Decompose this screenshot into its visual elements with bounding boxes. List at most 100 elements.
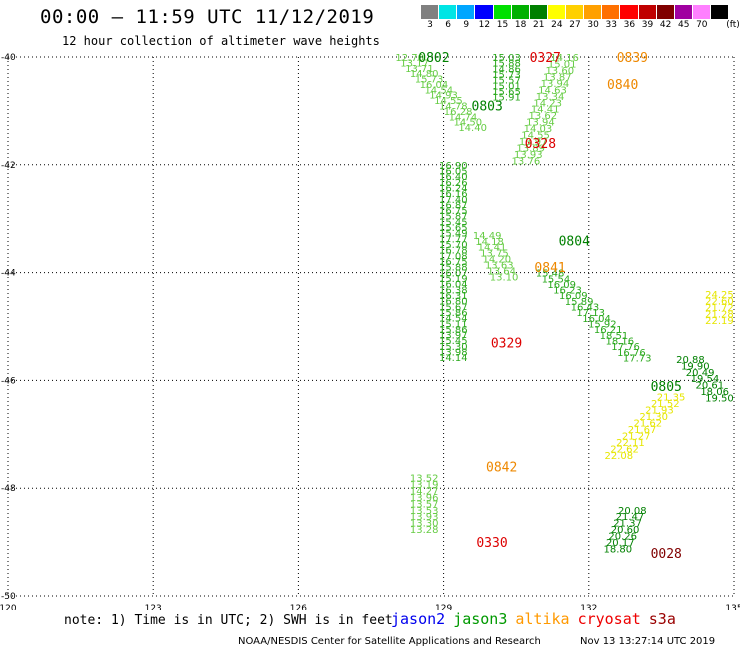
- pass-time-label: 0839: [617, 51, 648, 66]
- wave-height-value: 13.17: [400, 58, 429, 69]
- credit-text: NOAA/NESDIS Center for Satellite Applica…: [238, 636, 541, 647]
- wave-height-value: 13.75: [480, 249, 509, 260]
- wave-height-value: 16.43: [571, 303, 600, 314]
- pass-time-label: 0328: [525, 137, 556, 152]
- wave-height-value: 17.13: [576, 308, 605, 319]
- legend-label: 45: [677, 20, 690, 30]
- wave-height-value: 14.16: [550, 53, 579, 64]
- generated-timestamp: Nov 13 13:27:14 UTC 2019: [580, 636, 716, 647]
- wave-height-value: 15.30: [439, 342, 468, 353]
- footnote: note: 1) Time is in UTC; 2) SWH is in fe…: [64, 613, 393, 628]
- wave-height-value: 13.76: [512, 156, 541, 167]
- legend-swatch: [566, 5, 585, 19]
- wave-height-value: 13.52: [410, 473, 439, 484]
- lat-tick-label: -44: [1, 269, 16, 279]
- legend-labels: 3 6 9 12 15 18 21 24 27 30 33 36 39 42 45 70 (ft): [421, 20, 740, 32]
- wave-height-value: 21.72: [705, 303, 734, 314]
- wave-height-value: 16.38: [439, 285, 468, 296]
- wave-height-value: 15.88: [439, 263, 468, 274]
- wave-height-value: 22.62: [610, 444, 639, 455]
- wave-height-value: 15.19: [439, 274, 468, 285]
- wave-height-value: 15.01: [492, 81, 521, 92]
- wave-height-value: 16.31: [439, 291, 468, 302]
- pass-time-label: 0840: [607, 78, 638, 93]
- wave-height-value: 16.21: [594, 325, 623, 336]
- wave-height-value: 19.50: [705, 394, 734, 405]
- legend-swatch: [475, 5, 494, 19]
- legend-swatch: [674, 5, 693, 19]
- wave-height-value: 14.54: [424, 85, 453, 96]
- wave-height-value: 13.71: [405, 64, 434, 75]
- wave-height-value: 13.89: [516, 144, 545, 155]
- wave-height-value: 14.49: [473, 231, 502, 242]
- satellite-legend: jason2 jason3 altika cryosat s3a: [391, 610, 684, 628]
- wave-height-value: 14.41: [531, 105, 560, 116]
- pass-time-label: 0841: [534, 261, 565, 276]
- legend-label: 15: [496, 20, 509, 30]
- wave-height-value: 17.40: [439, 195, 468, 206]
- wave-height-value: 16.40: [439, 172, 468, 183]
- wave-height-value: 19.90: [681, 361, 710, 372]
- wave-height-value: 15.67: [439, 302, 468, 313]
- wave-height-value: 14.14: [439, 353, 468, 364]
- wave-height-value: 13.57: [410, 499, 439, 510]
- legend-swatch: [584, 5, 603, 19]
- lat-tick-label: -42: [1, 161, 16, 171]
- satellite-jason2-label: jason2: [391, 610, 446, 628]
- wave-height-value: 20.17: [606, 538, 635, 549]
- wave-height-value: 13.96: [410, 493, 439, 504]
- legend-swatch: [493, 5, 512, 19]
- wave-height-value: 13.64: [487, 266, 516, 277]
- legend-swatch: [711, 5, 730, 19]
- legend-swatch: [457, 5, 476, 19]
- wave-height-value: 21.52: [651, 399, 680, 410]
- wave-height-value: 16.78: [439, 246, 468, 257]
- wave-height-value: 14.40: [458, 123, 487, 134]
- legend-label: 24: [551, 20, 563, 30]
- pass-time-label: 0803: [472, 100, 503, 115]
- lon-tick-label: 126: [290, 604, 307, 610]
- wave-height-value: 13.93: [410, 512, 439, 523]
- wave-height-value: 15.54: [542, 274, 571, 285]
- wave-height-value: 15.45: [439, 336, 468, 347]
- legend-label: 3: [427, 20, 433, 30]
- wave-height-value: 14.78: [439, 102, 468, 113]
- pass-time-label: 0327: [530, 51, 561, 66]
- legend-label: 30: [587, 20, 599, 30]
- wave-height-value: 16.28: [444, 107, 473, 118]
- pass-time-label: 0802: [418, 51, 449, 66]
- wave-height-value: 15.73: [492, 70, 521, 81]
- wave-height-value: 24.25: [705, 290, 734, 301]
- wave-height-value: 16.87: [439, 200, 468, 211]
- wave-height-value: 21.62: [634, 418, 663, 429]
- legend-swatch: [529, 5, 548, 19]
- wave-height-value: 15.45: [439, 217, 468, 228]
- wave-height-value: 16.23: [553, 286, 582, 297]
- lon-tick-label: 129: [435, 604, 452, 610]
- wave-height-value: 15.11: [439, 319, 468, 330]
- wave-height-value: 15.91: [492, 93, 521, 104]
- legend-swatch: [511, 5, 530, 19]
- wave-height-value: 13.63: [485, 261, 514, 272]
- lon-tick-label: 135: [725, 604, 740, 610]
- wave-height-value: 16.05: [439, 166, 468, 177]
- wave-height-value: 20.49: [686, 368, 715, 379]
- wave-height-value: 22.11: [616, 438, 645, 449]
- wave-height-value: 21.37: [613, 519, 642, 530]
- wave-height-value: 13.87: [543, 72, 572, 83]
- wave-height-value: 15.86: [439, 308, 468, 319]
- wave-height-value: 16.75: [439, 206, 468, 217]
- wave-height-value: 16.09: [559, 291, 588, 302]
- legend-label: 36: [623, 20, 636, 30]
- wave-height-value: 13.94: [526, 118, 555, 129]
- wave-height-value: 15.70: [439, 240, 468, 251]
- lon-tick-label: 132: [580, 604, 597, 610]
- wave-height-value: 13.10: [490, 272, 519, 283]
- satellite-altika-label: altika: [515, 610, 570, 628]
- wave-height-value: 14.27: [410, 486, 439, 497]
- wave-height-value: 22.60: [705, 297, 734, 308]
- wave-height-value: 21.28: [705, 310, 734, 321]
- wave-height-value: 16.80: [439, 297, 468, 308]
- lat-tick-label: -50: [1, 592, 16, 602]
- wave-height-value: 14.50: [453, 118, 482, 129]
